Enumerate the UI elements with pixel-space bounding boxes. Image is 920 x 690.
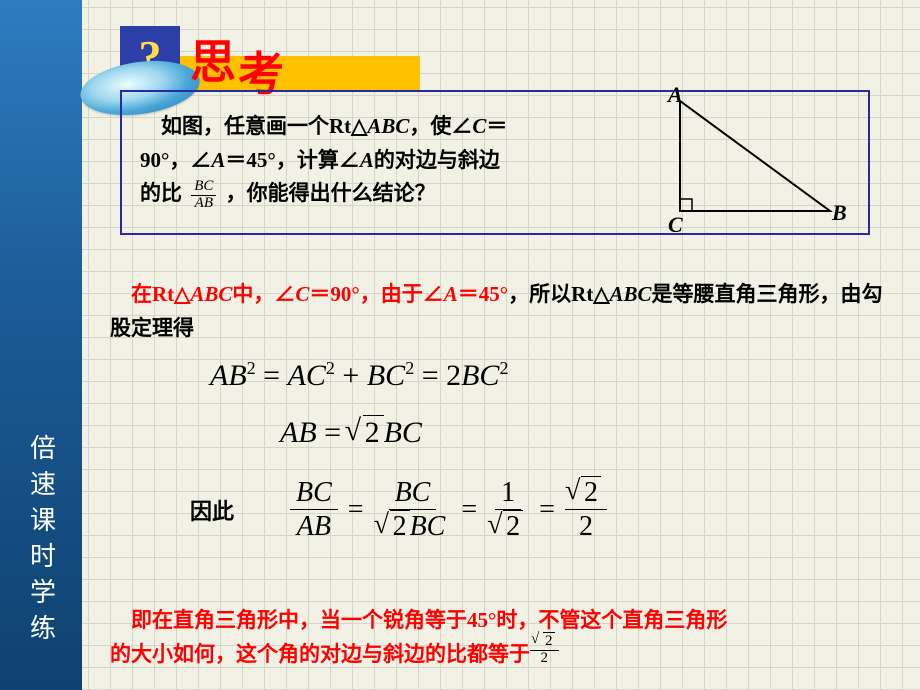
triangle-svg — [660, 96, 850, 226]
label-c: C — [668, 212, 683, 238]
equation-chain: BCAB = BC 2BC = 1 2 = 2 2 — [290, 478, 607, 542]
explanation-1: 在Rt△ABC中，∠C＝90°，由于∠A＝45°，所以Rt△ABC是等腰直角三角… — [110, 278, 890, 345]
label-b: B — [832, 200, 847, 226]
problem-text: 如图，任意画一个Rt△ABC，使∠C＝ 90°，∠A＝45°，计算∠A的对边与斜… — [140, 110, 610, 212]
frac-bc-ab: BC AB — [191, 179, 216, 212]
sidebar-text: 倍速课时学练 — [23, 434, 60, 650]
triangle-figure: A B C — [660, 96, 850, 226]
label-a: A — [668, 82, 683, 108]
think-char-1: 思 — [190, 26, 236, 92]
therefore-label: 因此 — [190, 494, 234, 526]
equation-1: AB2 = AC2 + BC2 = 2BC2 — [210, 358, 508, 393]
final-fraction: 2 2 — [530, 634, 559, 667]
equation-2: AB = 2BC — [280, 416, 422, 450]
sidebar: 倍速课时学练 — [0, 0, 82, 690]
conclusion: 即在直角三角形中，当一个锐角等于45°时，不管这个直角三角形 的大小如何，这个角… — [110, 604, 890, 671]
